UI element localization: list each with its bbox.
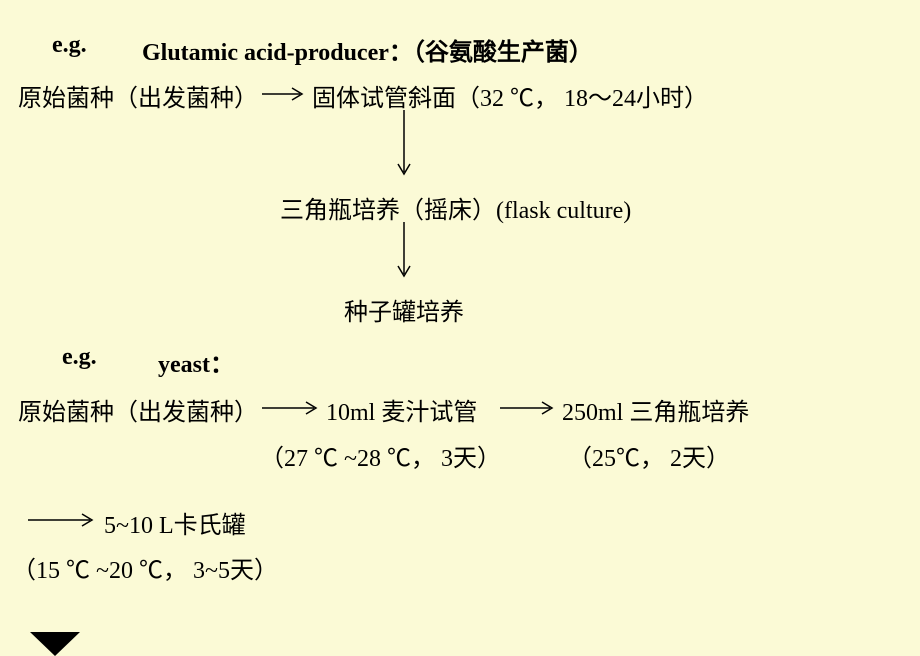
d2-title: yeast： (158, 344, 234, 379)
d2-node2: 10ml 麦汁试管 (326, 392, 477, 427)
d2-node4-sub: （15 ℃ ~20 ℃， 3~5天） (12, 550, 278, 585)
d2-node2-sub: （27 ℃ ~28 ℃， 3天） (260, 438, 501, 473)
d1-node3: 三角瓶培养（摇床）(flask culture) (280, 190, 631, 225)
d2-node3: 250ml 三角瓶培养 (562, 392, 749, 427)
d1-node4: 种子罐培养 (344, 292, 464, 327)
d2-node1: 原始菌种（出发菌种） (18, 392, 258, 427)
d2-node4: 5~10 L卡氏罐 (104, 505, 246, 540)
arrow-icon (500, 400, 560, 416)
d2-eg-label: e.g. (62, 344, 97, 371)
arrow-icon (28, 512, 100, 528)
arrow-icon (262, 400, 324, 416)
d1-node1: 原始菌种（出发菌种） (18, 78, 258, 113)
d1-title: Glutamic acid-producer：（谷氨酸生产菌） (142, 32, 593, 67)
d1-eg-label: e.g. (52, 32, 87, 59)
arrow-icon (262, 86, 310, 102)
d2-node3-sub: （25℃， 2天） (568, 438, 730, 473)
arrow-down-icon (396, 222, 412, 284)
d1-node2: 固体试管斜面（32 ℃， 18～24小时） (312, 78, 708, 113)
page-corner-indicator (30, 632, 80, 656)
arrow-down-icon (396, 110, 412, 182)
